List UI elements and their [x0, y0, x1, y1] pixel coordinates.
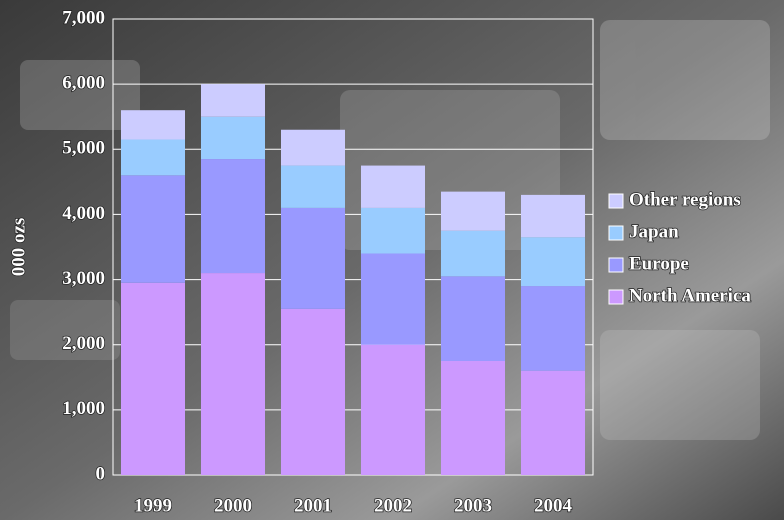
y-tick-label: 3,000 — [62, 268, 105, 289]
bar-segment — [121, 282, 185, 475]
bar-segment — [281, 129, 345, 166]
x-tick-label: 1999 — [134, 495, 172, 516]
bar-segment — [521, 237, 585, 287]
bar-segment — [281, 207, 345, 309]
legend-label: North America — [629, 285, 751, 306]
y-axis-label: 000 ozs — [8, 218, 29, 277]
bar-segment — [201, 116, 265, 160]
bar-segment — [201, 159, 265, 274]
legend-label: Europe — [629, 253, 689, 274]
bar-segment — [361, 165, 425, 208]
legend-swatch — [608, 257, 624, 273]
x-tick-label: 2000 — [214, 495, 252, 516]
y-tick-label: 4,000 — [62, 203, 105, 224]
bar-segment — [281, 165, 345, 208]
legend-swatch — [608, 193, 624, 209]
bar-segment — [121, 175, 185, 283]
bar-segment — [361, 253, 425, 345]
bar-segment — [361, 344, 425, 475]
bar-segment — [281, 308, 345, 475]
x-tick-label: 2002 — [374, 495, 412, 516]
x-tick-label: 2001 — [294, 495, 332, 516]
y-tick-label: 6,000 — [62, 73, 105, 94]
bar-segment — [361, 207, 425, 254]
bar-segment — [441, 230, 505, 277]
x-tick-label: 2004 — [534, 495, 573, 516]
x-tick-label: 2003 — [454, 495, 492, 516]
y-tick-label: 0 — [96, 463, 106, 484]
bar-segment — [201, 84, 265, 117]
legend-label: Other regions — [629, 189, 741, 210]
y-tick-label: 7,000 — [62, 7, 105, 28]
y-tick-label: 1,000 — [62, 398, 105, 419]
y-tick-label: 2,000 — [62, 333, 105, 354]
legend-swatch — [608, 225, 624, 241]
bar-segment — [121, 110, 185, 140]
bar-segment — [521, 194, 585, 238]
legend-label: Japan — [629, 221, 679, 242]
plot-border — [112, 18, 594, 476]
legend-swatch — [608, 289, 624, 305]
bar-segment — [201, 273, 265, 475]
bar-segment — [441, 361, 505, 475]
bar-segment — [441, 191, 505, 231]
bar-segment — [121, 139, 185, 176]
bar-segment — [441, 276, 505, 361]
bar-segment — [521, 286, 585, 371]
y-tick-label: 5,000 — [62, 138, 105, 159]
bar-segment — [521, 370, 585, 475]
